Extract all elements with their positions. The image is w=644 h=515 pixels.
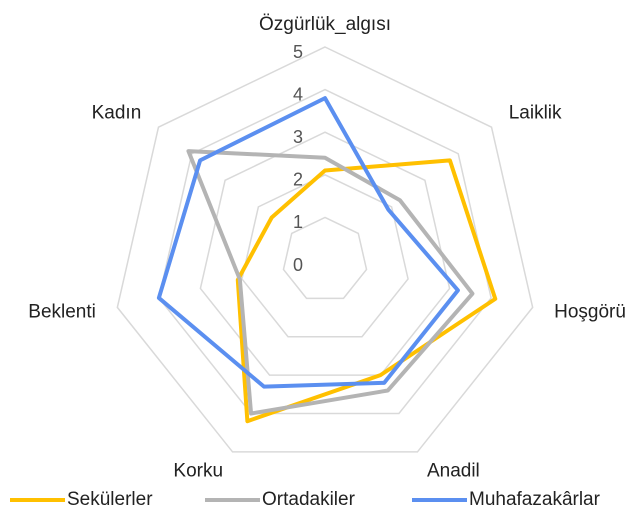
- grid-line: [116, 46, 534, 453]
- category-label: Korku: [173, 461, 223, 482]
- y-tick-label: 4: [293, 84, 303, 104]
- y-tick-label: 0: [293, 255, 303, 275]
- series-line: [156, 96, 460, 389]
- category-label: Beklenti: [28, 301, 96, 322]
- y-tick-label: 2: [293, 170, 303, 190]
- grid-line: [282, 216, 368, 300]
- category-label: Anadil: [427, 461, 480, 482]
- category-label: Hoşgörü: [554, 301, 626, 322]
- category-label: Özgürlük_algısı: [259, 14, 391, 35]
- legend-label: Sekülerler: [67, 489, 153, 510]
- legend-label: Muhafazakârlar: [469, 489, 601, 510]
- grid-line: [158, 88, 492, 415]
- legend-label: Ortadakiler: [262, 489, 356, 510]
- y-tick-label: 5: [293, 42, 303, 62]
- category-label: Laiklik: [509, 102, 562, 123]
- series-line: [235, 158, 498, 424]
- grid-line: [199, 131, 451, 376]
- category-label: Kadın: [92, 102, 142, 123]
- y-tick-label: 3: [293, 127, 303, 147]
- y-tick-label: 1: [293, 212, 303, 232]
